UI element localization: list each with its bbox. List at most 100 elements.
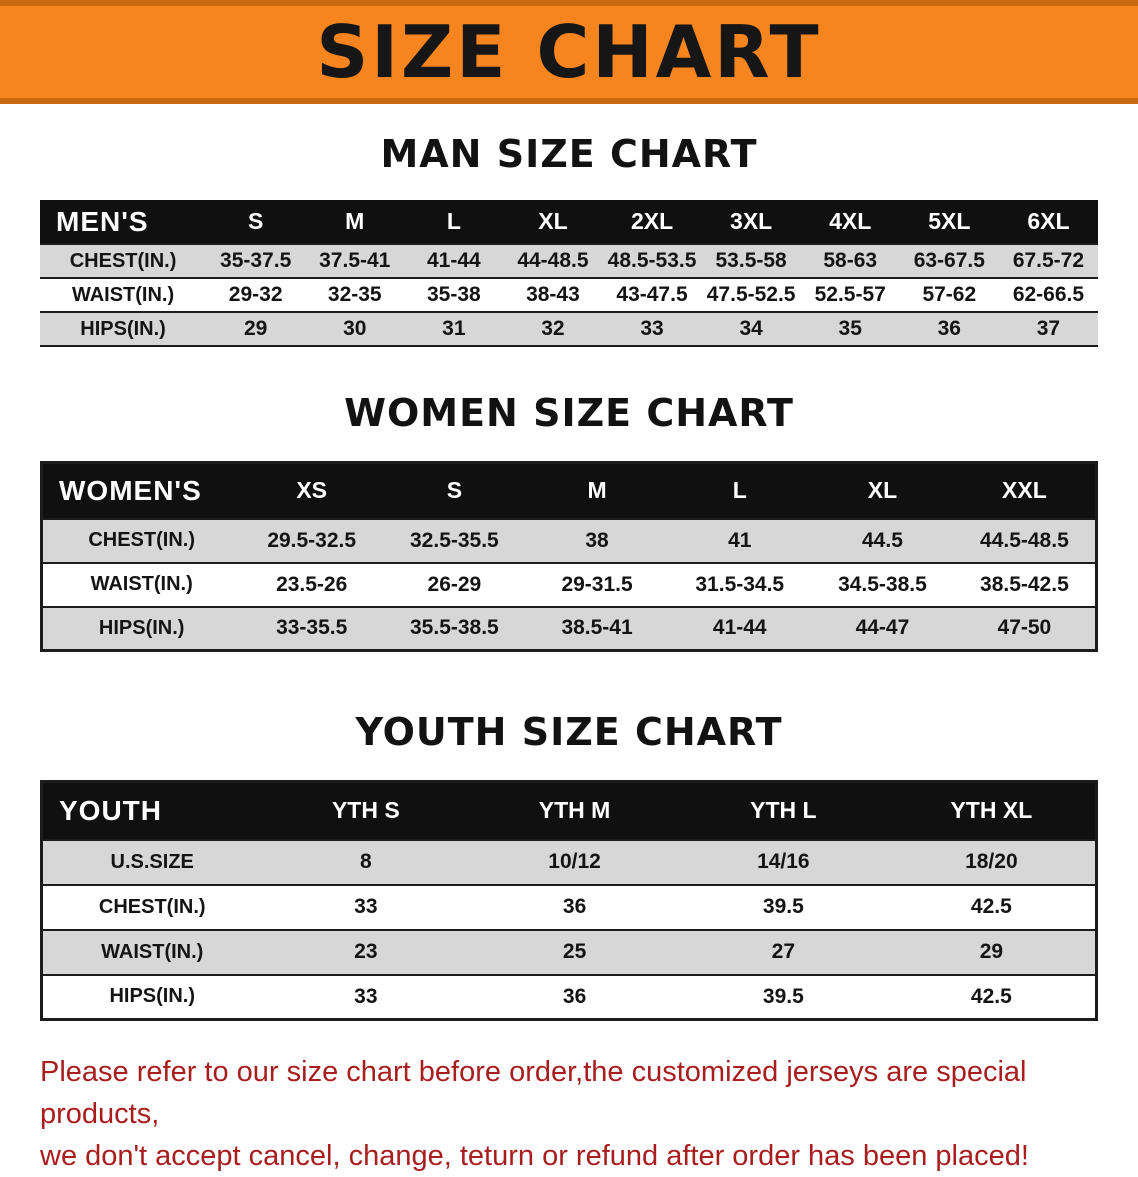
women-size-chart-heading: WOMEN SIZE CHART bbox=[344, 391, 794, 435]
size-header-cell: 5XL bbox=[928, 208, 971, 234]
value-cell: 57-62 bbox=[922, 283, 977, 306]
table-row: WAIST(IN.) 23 25 27 29 bbox=[41, 929, 1097, 975]
value-cell: 36 bbox=[562, 984, 587, 1008]
size-header-cell: XS bbox=[296, 477, 328, 504]
man-size-table-wrapper: MEN'S S M L XL 2XL 3XL 4XL 5XL 6XL CHEST(IN.) 35-37… bbox=[40, 200, 1098, 347]
value-cell: 27 bbox=[771, 940, 796, 963]
value-cell: 67.5-72 bbox=[1012, 249, 1085, 272]
size-chart-banner: SIZE CHART bbox=[0, 0, 1138, 104]
value-cell: 41-44 bbox=[712, 616, 767, 640]
size-header-cell: YTH S bbox=[331, 797, 400, 824]
youth-size-chart-heading: YOUTH SIZE CHART bbox=[355, 710, 783, 754]
value-cell: 33 bbox=[354, 984, 378, 1008]
value-cell: 26-29 bbox=[427, 572, 482, 596]
table-row: WAIST(IN.) 29-32 32-35 35-38 38-43 43-47.5 47.… bbox=[40, 278, 1098, 312]
value-cell: 29-32 bbox=[228, 283, 283, 306]
table-row: CHEST(IN.) 35-37.5 37.5-41 41-44 44-48.5 48.5… bbox=[40, 244, 1098, 278]
value-cell: 39.5 bbox=[762, 895, 804, 918]
value-cell: 58-63 bbox=[823, 249, 878, 272]
size-header-cell: YTH M bbox=[538, 797, 611, 824]
value-cell: 35 bbox=[838, 317, 862, 340]
row-label-cell: WAIST(IN.) bbox=[101, 940, 204, 963]
size-header-cell: 2XL bbox=[630, 208, 674, 234]
table-header-row: YOUTH YTH S YTH M YTH L YTH XL bbox=[41, 781, 1097, 840]
table-row: HIPS(IN.) 33-35.5 35.5-38.5 38.5-41 41-44 44-… bbox=[41, 606, 1097, 651]
value-cell: 43-47.5 bbox=[616, 283, 688, 306]
value-cell: 36 bbox=[562, 895, 587, 918]
value-cell: 36 bbox=[937, 317, 961, 340]
row-label-cell: CHEST(IN.) bbox=[98, 895, 206, 918]
value-cell: 29 bbox=[243, 317, 268, 340]
size-header-cell: 3XL bbox=[730, 208, 773, 234]
value-cell: 44.5-48.5 bbox=[980, 528, 1069, 552]
size-header-cell: 6XL bbox=[1027, 208, 1070, 234]
value-cell: 23 bbox=[354, 940, 378, 963]
value-cell: 33 bbox=[640, 317, 664, 340]
value-cell: 47.5-52.5 bbox=[706, 283, 796, 306]
value-cell: 41 bbox=[728, 528, 752, 552]
value-cell: 10/12 bbox=[548, 850, 601, 873]
value-cell: 33 bbox=[354, 895, 378, 918]
value-cell: 38-43 bbox=[526, 283, 580, 306]
value-cell: 44.5 bbox=[862, 528, 903, 552]
row-label-cell: HIPS(IN.) bbox=[80, 317, 166, 340]
table-title-cell: MEN'S bbox=[56, 205, 149, 237]
row-label-cell: CHEST(IN.) bbox=[69, 249, 177, 272]
youth-size-table: YOUTH YTH S YTH M YTH L YTH XL U.S.SIZE 8 10/12… bbox=[40, 780, 1098, 1021]
table-row: HIPS(IN.) 33 36 39.5 42.5 bbox=[41, 974, 1097, 1020]
value-cell: 37 bbox=[1036, 317, 1061, 340]
row-label-cell: CHEST(IN.) bbox=[88, 529, 195, 551]
row-label-cell: U.S.SIZE bbox=[110, 850, 194, 873]
value-cell: 53.5-58 bbox=[715, 249, 787, 272]
value-cell: 42.5 bbox=[970, 984, 1012, 1008]
value-cell: 44-48.5 bbox=[517, 249, 589, 272]
size-header-cell: XL bbox=[867, 477, 898, 504]
size-header-cell: L bbox=[446, 208, 461, 234]
value-cell: 29 bbox=[979, 940, 1004, 963]
size-header-cell: M bbox=[345, 208, 365, 234]
size-header-cell: XL bbox=[538, 208, 568, 234]
value-cell: 23.5-26 bbox=[276, 572, 348, 596]
table-header-row: MEN'S S M L XL 2XL 3XL 4XL 5XL 6XL bbox=[40, 200, 1098, 244]
footer-disclaimer: Please refer to our size chart before or… bbox=[40, 1051, 1098, 1177]
footer-disclaimer-line2: we don't accept cancel, change, teturn o… bbox=[40, 1140, 1029, 1173]
value-cell: 52.5-57 bbox=[814, 283, 886, 306]
value-cell: 41-44 bbox=[426, 249, 481, 272]
row-label-cell: HIPS(IN.) bbox=[109, 985, 195, 1008]
value-cell: 42.5 bbox=[970, 895, 1012, 918]
value-cell: 39.5 bbox=[762, 984, 804, 1008]
value-cell: 14/16 bbox=[757, 850, 810, 873]
youth-size-table-wrapper: YOUTH YTH S YTH M YTH L YTH XL U.S.SIZE 8 10/12… bbox=[40, 780, 1098, 1021]
value-cell: 35.5-38.5 bbox=[410, 616, 499, 640]
value-cell: 18/20 bbox=[965, 850, 1018, 873]
size-header-cell: YTH L bbox=[750, 797, 817, 824]
size-header-cell: 4XL bbox=[829, 208, 872, 234]
women-size-table: WOMEN'S XS S M L XL XXL CHEST(IN.) 29.5-32.5 32.5… bbox=[40, 461, 1098, 652]
table-title-cell: YOUTH bbox=[59, 794, 162, 826]
size-header-cell: YTH XL bbox=[950, 797, 1033, 824]
value-cell: 34 bbox=[739, 317, 763, 340]
value-cell: 32-35 bbox=[327, 283, 382, 306]
size-header-cell: XXL bbox=[1002, 477, 1047, 504]
value-cell: 32.5-35.5 bbox=[410, 528, 499, 552]
value-cell: 62-66.5 bbox=[1012, 283, 1085, 306]
value-cell: 63-67.5 bbox=[913, 249, 985, 272]
value-cell: 8 bbox=[359, 850, 372, 873]
value-cell: 38 bbox=[585, 528, 609, 552]
size-header-cell: L bbox=[732, 477, 747, 504]
table-row: WAIST(IN.) 23.5-26 26-29 29-31.5 31.5-34.5 34… bbox=[41, 562, 1097, 607]
value-cell: 30 bbox=[343, 317, 367, 340]
value-cell: 34.5-38.5 bbox=[838, 572, 927, 596]
value-cell: 32 bbox=[541, 317, 565, 340]
man-size-chart-heading: MAN SIZE CHART bbox=[380, 132, 758, 176]
size-header-cell: S bbox=[247, 208, 264, 234]
man-size-table: MEN'S S M L XL 2XL 3XL 4XL 5XL 6XL CHEST(IN.) 35-37… bbox=[40, 200, 1098, 347]
row-label-cell: HIPS(IN.) bbox=[98, 616, 185, 639]
value-cell: 47-50 bbox=[997, 616, 1052, 640]
value-cell: 31 bbox=[442, 317, 466, 340]
value-cell: 25 bbox=[562, 940, 587, 963]
table-row: HIPS(IN.) 29 30 31 32 33 34 35 36 37 bbox=[40, 312, 1098, 346]
row-label-cell: WAIST(IN.) bbox=[90, 573, 193, 595]
size-header-cell: M bbox=[587, 477, 607, 504]
value-cell: 31.5-34.5 bbox=[695, 572, 785, 596]
